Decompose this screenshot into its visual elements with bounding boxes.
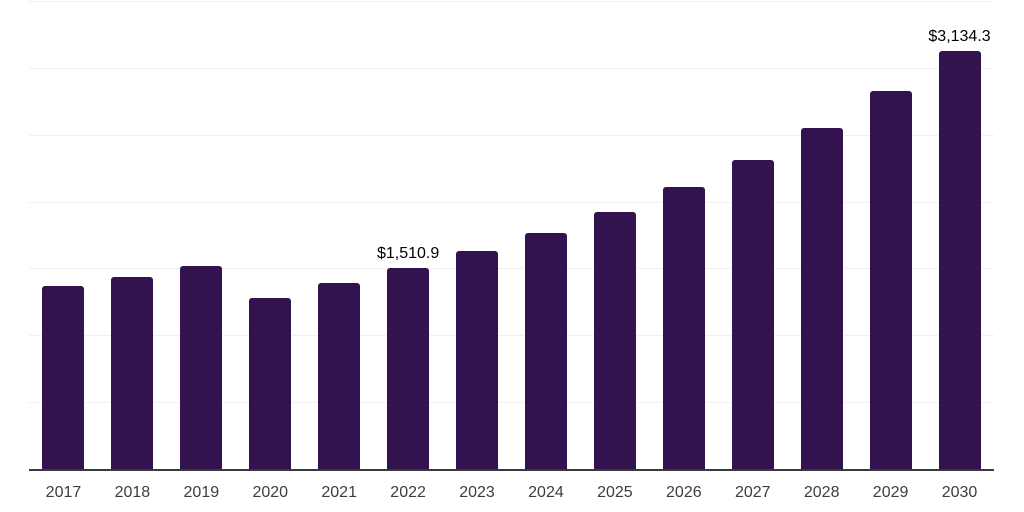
bar-2029 [869, 90, 912, 470]
bar-2027 [731, 160, 774, 470]
x-tick-label-2023: 2023 [459, 484, 495, 501]
bar-2020 [249, 298, 292, 470]
x-tick-label-2017: 2017 [45, 484, 82, 501]
gridline-1000 [29, 335, 994, 337]
x-tick-label-2024: 2024 [528, 484, 564, 501]
gridline-3000 [29, 67, 994, 69]
bar-2019 [180, 266, 223, 470]
x-tick-label-2025: 2025 [597, 484, 633, 501]
x-tick-label-2030: 2030 [941, 484, 978, 501]
x-axis-tick-labels: 2017 2018 2019 2020 2021 2022 2023 2024 2025 2026… [29, 484, 994, 504]
x-tick-label-2026: 2026 [666, 484, 702, 501]
bar-2017 [42, 285, 85, 470]
bar-2028 [800, 128, 843, 470]
gridline-500 [29, 402, 994, 404]
x-axis-line [29, 469, 994, 471]
bar-2023 [456, 251, 499, 470]
x-tick-label-2021: 2021 [321, 484, 357, 501]
x-tick-label-2018: 2018 [114, 484, 151, 501]
bar-2024 [524, 233, 567, 470]
gridline-2000 [29, 201, 994, 203]
bar-2025 [593, 211, 636, 470]
value-label-2030: $3,134.3 [928, 27, 991, 45]
value-label-2022: $1,510.9 [376, 244, 440, 262]
x-tick-label-2029: 2029 [872, 484, 909, 501]
bar-2030 [938, 50, 981, 470]
x-tick-label-2020: 2020 [252, 484, 289, 501]
bar-2018 [111, 277, 154, 470]
x-tick-label-2019: 2019 [183, 484, 220, 501]
bar-2022 [387, 267, 430, 470]
x-tick-label-2028: 2028 [803, 484, 840, 501]
bar-2026 [662, 186, 705, 470]
gridline-2500 [29, 134, 994, 136]
gridline-1500 [29, 268, 994, 270]
bar-2021 [318, 282, 361, 470]
gridline-3500 [29, 1, 994, 2]
x-tick-label-2022: 2022 [390, 484, 426, 501]
x-tick-label-2027: 2027 [734, 484, 771, 501]
plot-area: $1,510.9 $3,134.3 [29, 1, 994, 470]
